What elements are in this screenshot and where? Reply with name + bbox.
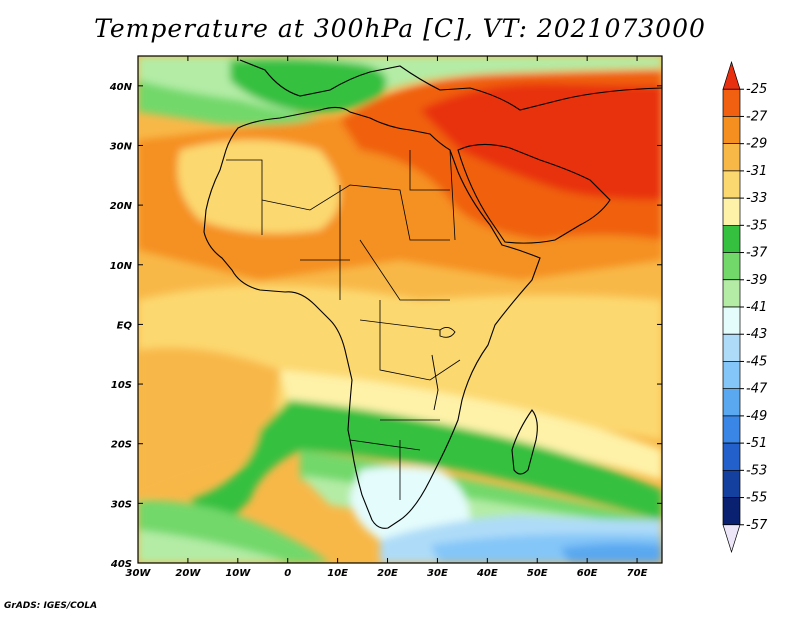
- lon-tick-label: 0: [284, 568, 291, 579]
- lat-tick-label: 10S: [111, 380, 132, 391]
- colorbar-segment: [722, 224, 741, 253]
- colorbar-label: -39: [746, 273, 767, 288]
- colorbar-segment: [722, 88, 741, 117]
- lake-outline: [431, 327, 456, 411]
- field-atlantic-31: [138, 347, 280, 500]
- lon-tick-label: 20W: [175, 568, 201, 579]
- lon-tick-label: 10W: [225, 568, 251, 579]
- field-band-35: [280, 370, 662, 480]
- arabia-coastline: [457, 143, 611, 244]
- border-lines: [226, 149, 461, 500]
- colorbar-segment: [722, 415, 741, 444]
- colorbar-segment: [722, 469, 741, 498]
- colorbar-label: -31: [746, 164, 767, 179]
- colorbar-segment: [722, 197, 741, 226]
- colorbar-label: -57: [746, 518, 768, 533]
- field-band-33-west: [177, 140, 340, 234]
- lat-tick-label: 40N: [109, 82, 133, 93]
- lat-axis: 40N 30N 20N 10N EQ 10S 20S 30S 40S: [109, 82, 662, 570]
- colorbar: -25 -27 -29 -31 -33 -35 -37 -39 -41 -43 -45 -47 -49 -…: [722, 60, 768, 554]
- lat-tick-label: 30N: [110, 141, 133, 152]
- lat-tick-label: 40S: [110, 559, 132, 570]
- field-band-43: [350, 466, 470, 541]
- colorbar-label: -25: [746, 82, 767, 97]
- field-band-25: [420, 83, 662, 200]
- colorbar-label: -51: [746, 436, 767, 451]
- africa-coastline: [203, 106, 541, 529]
- colorbar-segment: [722, 306, 741, 335]
- lon-tick-label: 30W: [126, 568, 152, 579]
- colorbar-label: -43: [746, 327, 767, 342]
- colorbar-segment: [722, 442, 741, 471]
- lat-tick-label: EQ: [117, 320, 133, 331]
- lon-tick-label: 20E: [377, 568, 398, 579]
- field-sw-41: [138, 530, 290, 563]
- colorbar-segment: [722, 60, 741, 90]
- colorbar-label: -35: [746, 218, 767, 233]
- lon-tick-label: 30E: [427, 568, 448, 579]
- temperature-field: [138, 56, 662, 563]
- coastlines: [203, 59, 662, 529]
- colorbar-label: -49: [746, 409, 767, 424]
- lat-tick-label: 20N: [110, 201, 133, 212]
- colorbar-label: -27: [746, 109, 768, 124]
- colorbar-segment: [722, 252, 741, 281]
- grads-credit: GrADS: IGES/COLA: [4, 601, 98, 611]
- lat-tick-label: 10N: [110, 261, 133, 272]
- colorbar-segment: [722, 524, 741, 554]
- colorbar-segment: [722, 497, 741, 526]
- colorbar-label: -33: [746, 191, 767, 206]
- colorbar-segment: [722, 170, 741, 199]
- colorbar-segment: [722, 116, 741, 145]
- lon-tick-label: 50E: [527, 568, 548, 579]
- field-band-37: [190, 400, 662, 520]
- madagascar-coastline: [511, 409, 538, 475]
- colorbar-label: -37: [746, 246, 768, 261]
- europe-coastline: [239, 59, 662, 111]
- colorbar-segment: [722, 143, 741, 172]
- map-frame: [137, 55, 663, 564]
- lat-tick-label: 30S: [111, 499, 132, 510]
- lon-tick-label: 40E: [476, 568, 498, 579]
- lon-tick-label: 70E: [627, 568, 648, 579]
- colorbar-label: -41: [746, 300, 767, 315]
- colorbar-label: -47: [746, 382, 768, 397]
- colorbar-label: -29: [746, 137, 767, 152]
- colorbar-segment: [722, 388, 741, 417]
- colorbar-segment: [722, 279, 741, 308]
- map-title: Temperature at 300hPa [C], VT: 202107300…: [94, 14, 706, 43]
- lon-tick-label: 60E: [577, 568, 598, 579]
- field-band-49: [560, 543, 662, 563]
- colorbar-label: -55: [746, 491, 767, 506]
- lon-axis: 30W 20W 10W 0 10E 20E 30E 40E 50E 60E 70E: [126, 56, 648, 579]
- colorbar-segment: [722, 333, 741, 362]
- colorbar-label: -45: [746, 354, 767, 369]
- field-north-39: [138, 80, 320, 126]
- lat-tick-label: 20S: [111, 440, 132, 451]
- colorbar-label: -53: [746, 463, 767, 478]
- field-north-37: [230, 58, 387, 113]
- colorbar-segment: [722, 361, 741, 390]
- lon-tick-label: 10E: [327, 568, 348, 579]
